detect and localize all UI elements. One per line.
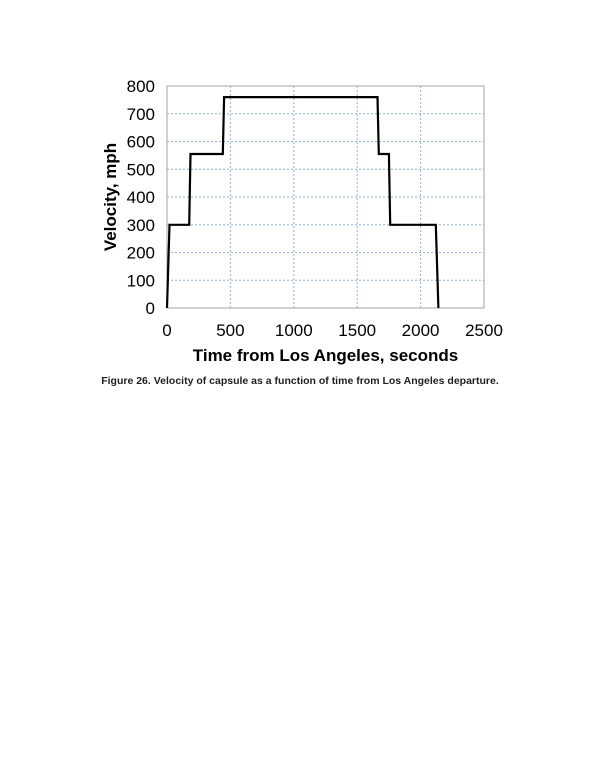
y-tick-label: 300 bbox=[127, 216, 155, 235]
velocity-series-line bbox=[165, 96, 440, 309]
x-tick-label: 0 bbox=[162, 321, 171, 340]
y-tick-label: 600 bbox=[127, 133, 155, 152]
x-tick-label: 2000 bbox=[402, 321, 440, 340]
x-tick-label: 2500 bbox=[465, 321, 503, 340]
y-tick-label: 100 bbox=[127, 271, 155, 290]
y-tick-label: 800 bbox=[127, 77, 155, 96]
x-tick-label: 1500 bbox=[338, 321, 376, 340]
y-tick-label: 400 bbox=[127, 188, 155, 207]
x-tick-label: 500 bbox=[216, 321, 244, 340]
x-tick-label: 1000 bbox=[275, 321, 313, 340]
plot-area-frame bbox=[166, 85, 485, 309]
tick-label-layer: 0 100 200 300 400 500 600 700 800 0 500 1000 1500 200… bbox=[127, 77, 503, 340]
y-tick-label: 0 bbox=[146, 299, 155, 318]
grid-layer bbox=[167, 86, 484, 308]
figure-caption: Figure 26. Velocity of capsule as a func… bbox=[101, 375, 499, 387]
x-axis-title: Time from Los Angeles, seconds bbox=[193, 346, 458, 365]
y-axis-title: Velocity, mph bbox=[101, 143, 120, 251]
y-tick-label: 700 bbox=[127, 105, 155, 124]
y-tick-label: 200 bbox=[127, 244, 155, 263]
y-tick-label: 500 bbox=[127, 160, 155, 179]
